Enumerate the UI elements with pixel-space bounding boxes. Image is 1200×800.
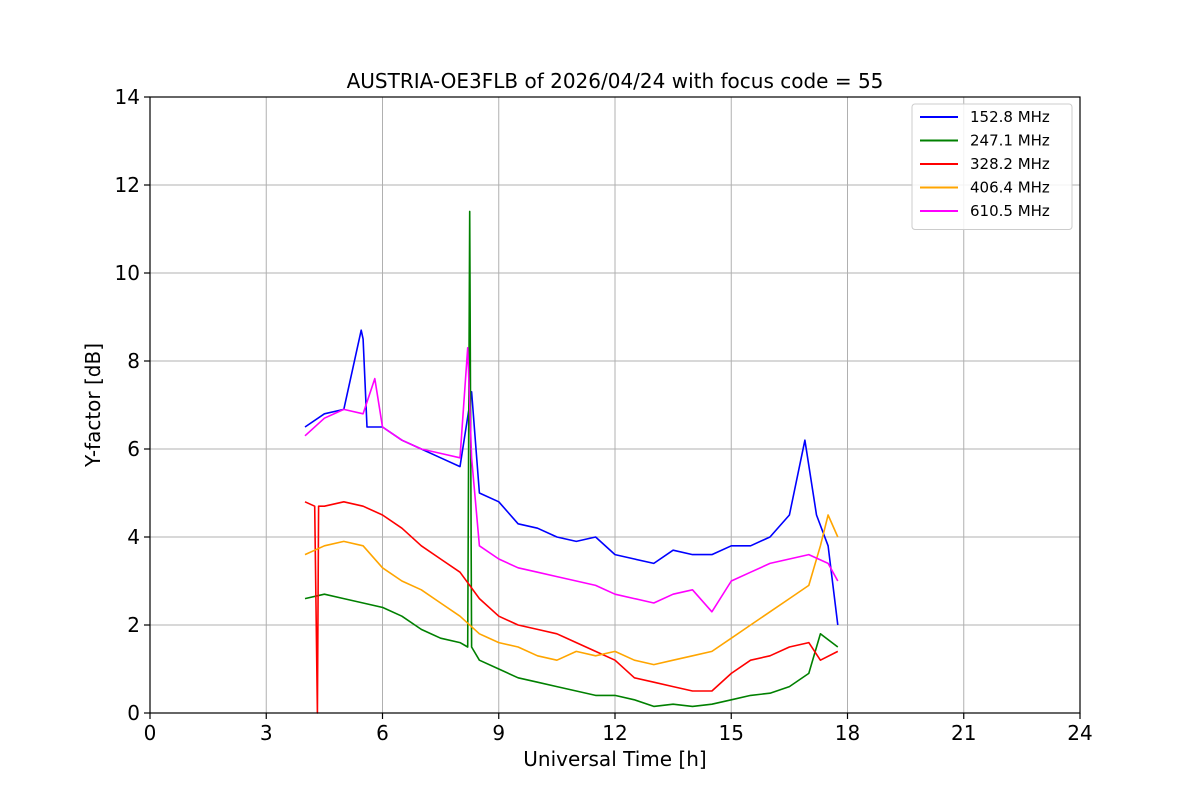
legend: 152.8 MHz 247.1 MHz 328.2 MHz 406.4 MHz 610.… xyxy=(911,103,1073,230)
y-tick-label: 0 xyxy=(127,701,140,725)
legend-entry: 406.4 MHz xyxy=(970,179,1050,197)
legend-entry: 610.5 MHz xyxy=(970,202,1050,220)
series-line-406-4-mhz xyxy=(304,514,839,666)
x-axis-label: Universal Time [h] xyxy=(523,747,706,771)
legend-entry: 247.1 MHz xyxy=(970,132,1050,150)
series-line-328-2-mhz xyxy=(304,500,839,714)
series-lines xyxy=(304,210,839,714)
x-tick-label: 3 xyxy=(260,721,273,745)
x-tick-label: 0 xyxy=(144,721,157,745)
x-tick-label: 21 xyxy=(951,721,976,745)
series-line-247-1-mhz xyxy=(304,210,839,708)
y-tick-label: 12 xyxy=(115,173,140,197)
y-tick-label: 4 xyxy=(127,525,140,549)
y-tick-label: 8 xyxy=(127,349,140,373)
y-tick-label: 14 xyxy=(115,85,140,109)
series-line-152-8-mhz xyxy=(304,329,839,626)
y-tick-label: 2 xyxy=(127,613,140,637)
legend-entry: 152.8 MHz xyxy=(970,108,1050,126)
series-line-610-5-mhz xyxy=(304,346,839,613)
x-tick-label: 15 xyxy=(719,721,744,745)
chart-title: AUSTRIA-OE3FLB of 2026/04/24 with focus … xyxy=(347,69,884,93)
legend-entry: 328.2 MHz xyxy=(970,155,1050,173)
y-tick-label: 10 xyxy=(115,261,140,285)
x-tick-label: 18 xyxy=(835,721,860,745)
y-axis-label: Y-factor [dB] xyxy=(81,343,105,468)
x-tick-label: 9 xyxy=(492,721,505,745)
x-tick-label: 12 xyxy=(602,721,627,745)
y-tick-label: 6 xyxy=(127,437,140,461)
x-tick-label: 24 xyxy=(1067,721,1092,745)
x-tick-label: 6 xyxy=(376,721,389,745)
legend-box xyxy=(911,103,1073,230)
